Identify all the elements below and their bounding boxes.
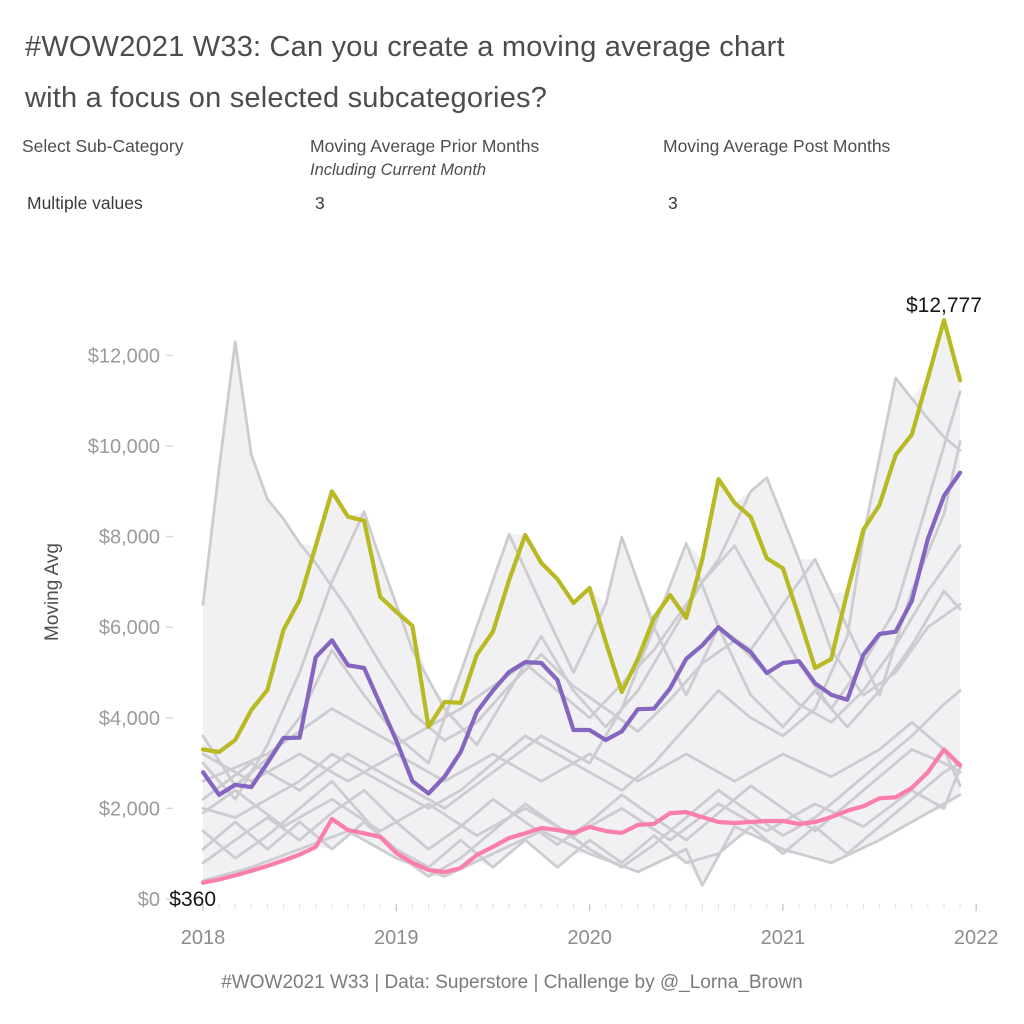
- series-line-highlight-1[interactable]: [200, 318, 963, 755]
- series-line-highlight-2[interactable]: [200, 470, 963, 797]
- prior-months-parameter-label: Moving Average Prior Months: [310, 136, 540, 156]
- page-title: #WOW2021 W33: Can you create a moving av…: [25, 31, 785, 114]
- x-axis-tick-label: 2021: [761, 927, 806, 949]
- y-axis-tick-label: $6,000: [99, 617, 160, 639]
- subcategory-parameter-value[interactable]: Multiple values: [27, 193, 143, 213]
- background-series-sub-6[interactable]: [201, 689, 962, 878]
- moving-average-chart[interactable]: 2018 2019 2020 2021 2022 $0 $2,000 $4,000 $6,000…: [0, 255, 1024, 1024]
- background-series-sub-11[interactable]: [201, 720, 962, 788]
- background-series-sub-3[interactable]: [201, 440, 962, 788]
- post-months-parameter-sublabel: [663, 161, 890, 185]
- background-series-sub-1[interactable]: [201, 340, 962, 742]
- prior-months-parameter: Moving Average Prior Months Including Cu…: [310, 136, 539, 214]
- y-axis-tick-label: $0: [138, 889, 160, 911]
- y-axis-tick-label: $2,000: [99, 798, 160, 820]
- prior-months-parameter-value[interactable]: 3: [315, 193, 325, 213]
- annotation-label: $360: [169, 888, 216, 911]
- post-months-parameter: Moving Average Post Months 3: [663, 136, 890, 214]
- background-series-sub-12[interactable]: [201, 766, 962, 842]
- y-axis-tick-label: $4,000: [99, 708, 160, 730]
- subcategory-parameter-label: Select Sub-Category: [22, 136, 184, 156]
- background-series-sub-8[interactable]: [201, 793, 962, 887]
- y-axis-title: Moving Avg: [42, 543, 63, 641]
- background-series-sub-10[interactable]: [201, 761, 962, 869]
- series-line-highlight-3[interactable]: [200, 747, 963, 885]
- post-months-parameter-value[interactable]: 3: [668, 193, 678, 213]
- x-axis-tick-label: 2019: [374, 927, 419, 949]
- annotation-label: $12,777: [906, 294, 982, 317]
- x-axis-tick-label: 2022: [954, 927, 999, 949]
- background-series-sub-2[interactable]: [201, 376, 962, 819]
- x-axis-tick-label: 2018: [181, 927, 226, 949]
- y-axis-tick-label: $12,000: [88, 345, 160, 367]
- background-series-sub-7[interactable]: [201, 748, 962, 865]
- prior-months-parameter-sublabel: Including Current Month: [310, 161, 487, 179]
- y-axis-tick-label: $8,000: [99, 527, 160, 549]
- x-axis-tick-label: 2020: [567, 927, 612, 949]
- background-series-sub-9[interactable]: [201, 542, 962, 810]
- y-axis-tick-label: $10,000: [88, 436, 160, 458]
- post-months-parameter-label: Moving Average Post Months: [663, 136, 891, 156]
- chart-caption: #WOW2021 W33 | Data: Superstore | Challe…: [221, 972, 803, 993]
- subcategory-parameter-sublabel: [22, 161, 183, 185]
- subcategory-parameter: Select Sub-Category Multiple values: [22, 136, 183, 214]
